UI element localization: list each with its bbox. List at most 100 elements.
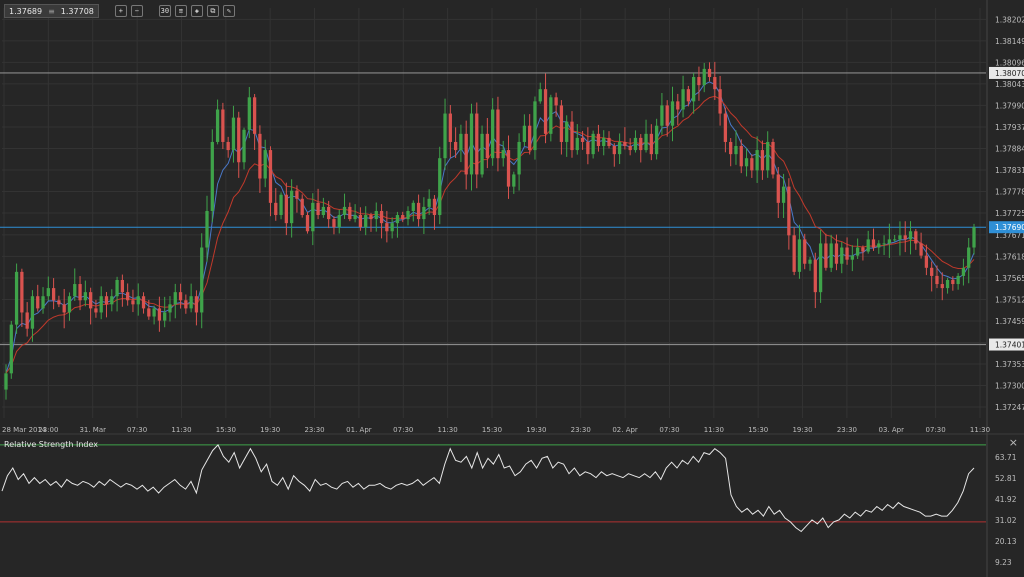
y-tick-label: 1.37300 <box>995 382 1024 391</box>
candle-body <box>401 215 405 220</box>
candle-body <box>364 215 368 228</box>
x-tick-label: 11:30 <box>704 426 724 434</box>
candle-body <box>221 109 225 142</box>
y-tick-label: 1.37831 <box>995 166 1024 175</box>
y-tick-label: 1.37937 <box>995 123 1024 132</box>
candle-body <box>237 117 241 163</box>
candle-body <box>554 97 558 106</box>
draw-button[interactable]: ✎ <box>222 5 235 17</box>
level-label-bg <box>989 338 1024 351</box>
candle-body <box>327 206 331 220</box>
candle-body <box>295 190 299 199</box>
y-tick-label: 1.37565 <box>995 274 1024 283</box>
candle-body <box>480 133 484 175</box>
candle-body <box>104 296 109 305</box>
candle-body <box>126 292 130 301</box>
candle-body <box>945 279 950 289</box>
candle-body <box>464 133 468 175</box>
candle-body <box>448 113 452 142</box>
candle-body <box>565 121 569 142</box>
x-tick-label: 23:00 <box>38 426 58 434</box>
zoom-out-button[interactable]: − <box>130 5 143 17</box>
candle-body <box>829 243 833 268</box>
y-tick-label: 1.37778 <box>995 187 1024 196</box>
y-tick-label: 1.38149 <box>995 37 1024 46</box>
x-tick-label: 15:30 <box>482 426 502 434</box>
candle-body <box>36 296 40 309</box>
candle-body <box>877 243 881 248</box>
candle-body <box>596 133 601 147</box>
candle-body <box>422 206 426 220</box>
x-tick-label: 03. Apr <box>879 426 905 434</box>
candle-body <box>157 308 162 321</box>
candle-body <box>834 243 839 264</box>
candle-body <box>559 105 564 142</box>
candle-body <box>226 141 230 151</box>
candle-body <box>316 202 320 216</box>
candle-body <box>882 243 886 245</box>
candle-body <box>83 292 87 301</box>
candle-body <box>893 239 897 241</box>
y-tick-label: 1.37459 <box>995 317 1024 326</box>
objects-button[interactable]: ◈ <box>190 5 203 17</box>
candle-body <box>697 77 701 86</box>
candle-body <box>718 89 722 114</box>
x-tick-label: 19:30 <box>260 426 280 434</box>
candle-body <box>438 158 442 216</box>
candle-body <box>168 304 172 313</box>
copy-button[interactable]: ⧉ <box>206 5 219 17</box>
y-tick-label: 1.37671 <box>995 231 1024 240</box>
candle-body <box>961 267 966 276</box>
candle-body <box>744 158 749 167</box>
candle-body <box>20 271 24 313</box>
candle-body <box>210 141 214 211</box>
x-tick-label: 07:30 <box>659 426 679 434</box>
x-tick-label: 23:30 <box>837 426 857 434</box>
candle-body <box>808 259 812 264</box>
candle-body <box>416 202 421 220</box>
candle-body <box>787 186 791 236</box>
zoom-in-button[interactable]: + <box>114 5 127 17</box>
ask-price: 1.37708 <box>60 6 94 16</box>
bid-price: 1.37689 <box>9 6 43 16</box>
candle-body <box>115 279 119 297</box>
candle-body <box>797 239 802 272</box>
x-tick-label: 11:30 <box>171 426 191 434</box>
candle-body <box>242 129 246 163</box>
candle-body <box>73 284 77 297</box>
candle-body <box>200 247 204 313</box>
candle-body <box>517 141 521 175</box>
x-tick-label: 11:30 <box>970 426 990 434</box>
candle-body <box>485 133 489 159</box>
candle-body <box>194 296 199 313</box>
indicators-button[interactable]: ≡ <box>174 5 187 17</box>
candle-body <box>956 275 960 285</box>
candle-body <box>935 275 939 285</box>
candle-body <box>147 308 151 317</box>
candle-body <box>930 267 934 276</box>
candle-body <box>665 105 669 126</box>
candle-body <box>342 206 347 216</box>
candle-body <box>898 235 902 240</box>
timeframe-button[interactable]: 30 <box>158 5 171 17</box>
x-tick-label: 07:30 <box>393 426 413 434</box>
candle-body <box>739 146 743 167</box>
candle-body <box>660 105 664 126</box>
candle-body <box>14 271 19 325</box>
candle-body <box>972 227 976 248</box>
close-icon[interactable]: × <box>1008 436 1018 449</box>
candle-body <box>766 141 770 171</box>
candle-body <box>771 141 775 175</box>
candle-body <box>311 202 315 232</box>
candle-body <box>543 89 548 134</box>
candle-body <box>247 97 251 130</box>
candle-body <box>258 133 262 179</box>
x-tick-label: 19:30 <box>792 426 812 434</box>
candle-body <box>840 247 844 264</box>
candle-body <box>861 247 865 252</box>
candle-body <box>337 215 341 228</box>
candle-body <box>136 296 140 305</box>
